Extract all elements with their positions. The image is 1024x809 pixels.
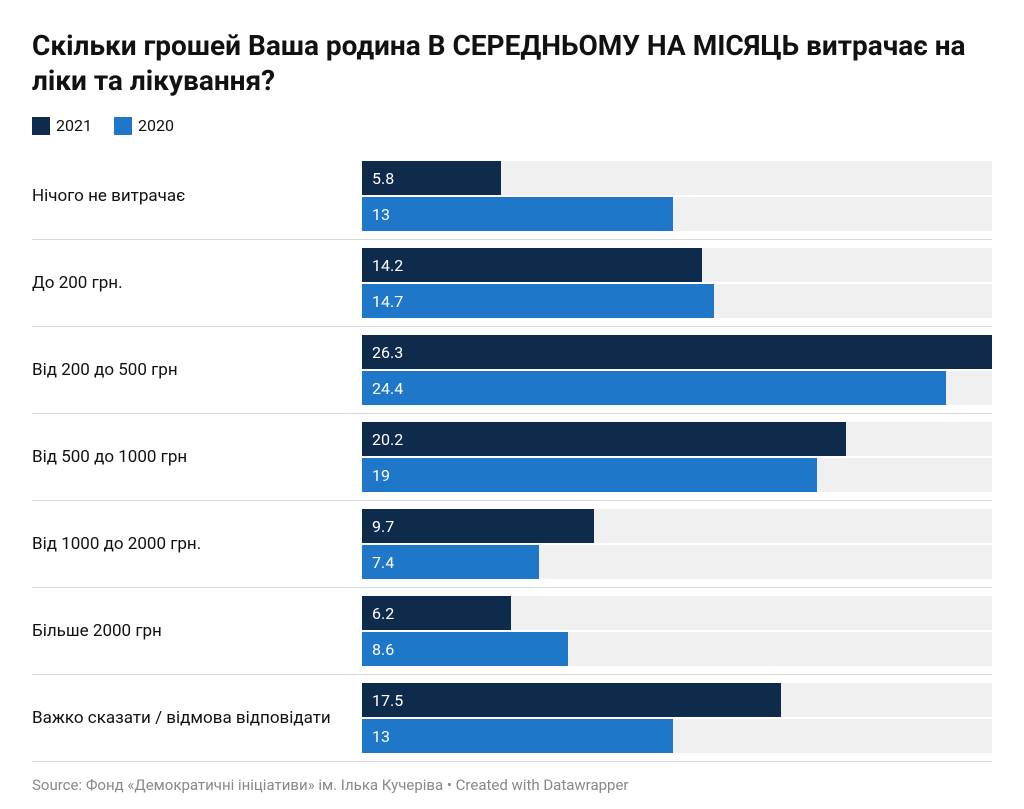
- bar-2020: 7.4: [362, 545, 539, 579]
- legend: 2021 2020: [32, 116, 992, 135]
- row-bars: 17.513: [362, 683, 992, 753]
- row-bars: 26.324.4: [362, 335, 992, 405]
- bar-2021: 17.5: [362, 683, 781, 717]
- bar-2020: 14.7: [362, 284, 714, 318]
- chart-row: Від 1000 до 2000 грн.9.77.4: [32, 501, 992, 588]
- chart-row: Більше 2000 грн6.28.6: [32, 588, 992, 675]
- bar-2020: 13: [362, 719, 673, 753]
- bar-track-2021: 26.3: [362, 335, 992, 369]
- chart-row: Важко сказати / відмова відповідати17.51…: [32, 675, 992, 762]
- legend-item-2020: 2020: [114, 116, 174, 135]
- row-label: Від 1000 до 2000 грн.: [32, 509, 362, 579]
- chart-title: Скільки грошей Ваша родина В СЕРЕДНЬОМУ …: [32, 28, 992, 98]
- bar-2021: 6.2: [362, 596, 511, 630]
- bar-track-2021: 20.2: [362, 422, 992, 456]
- source-line: Source: Фонд «Демократичні ініціативи» і…: [32, 776, 992, 794]
- bar-track-2020: 7.4: [362, 545, 992, 579]
- bar-2021: 5.8: [362, 161, 501, 195]
- bar-track-2020: 13: [362, 197, 992, 231]
- bar-2020: 13: [362, 197, 673, 231]
- row-bars: 6.28.6: [362, 596, 992, 666]
- bar-2020: 24.4: [362, 371, 946, 405]
- row-bars: 14.214.7: [362, 248, 992, 318]
- bar-2021: 14.2: [362, 248, 702, 282]
- row-label: До 200 грн.: [32, 248, 362, 318]
- row-label: Нічого не витрачає: [32, 161, 362, 231]
- row-label: Від 500 до 1000 грн: [32, 422, 362, 492]
- bar-2021: 20.2: [362, 422, 846, 456]
- bar-track-2020: 8.6: [362, 632, 992, 666]
- legend-item-2021: 2021: [32, 116, 92, 135]
- bar-track-2021: 6.2: [362, 596, 992, 630]
- chart-row: Від 200 до 500 грн26.324.4: [32, 327, 992, 414]
- row-bars: 20.219: [362, 422, 992, 492]
- bar-track-2020: 24.4: [362, 371, 992, 405]
- bar-chart: Нічого не витрачає5.813До 200 грн.14.214…: [32, 153, 992, 762]
- row-label: Важко сказати / відмова відповідати: [32, 683, 362, 753]
- row-label: Від 200 до 500 грн: [32, 335, 362, 405]
- bar-track-2020: 13: [362, 719, 992, 753]
- bar-track-2021: 17.5: [362, 683, 992, 717]
- bar-track-2020: 14.7: [362, 284, 992, 318]
- row-bars: 5.813: [362, 161, 992, 231]
- bar-track-2021: 9.7: [362, 509, 992, 543]
- chart-row: Від 500 до 1000 грн20.219: [32, 414, 992, 501]
- bar-track-2021: 14.2: [362, 248, 992, 282]
- legend-label-2021: 2021: [56, 116, 92, 135]
- bar-2021: 9.7: [362, 509, 594, 543]
- bar-2020: 19: [362, 458, 817, 492]
- legend-swatch-2021: [32, 117, 50, 135]
- bar-2021: 26.3: [362, 335, 992, 369]
- bar-track-2021: 5.8: [362, 161, 992, 195]
- row-label: Більше 2000 грн: [32, 596, 362, 666]
- bar-2020: 8.6: [362, 632, 568, 666]
- legend-label-2020: 2020: [138, 116, 174, 135]
- legend-swatch-2020: [114, 117, 132, 135]
- row-bars: 9.77.4: [362, 509, 992, 579]
- bar-track-2020: 19: [362, 458, 992, 492]
- chart-row: Нічого не витрачає5.813: [32, 153, 992, 240]
- chart-row: До 200 грн.14.214.7: [32, 240, 992, 327]
